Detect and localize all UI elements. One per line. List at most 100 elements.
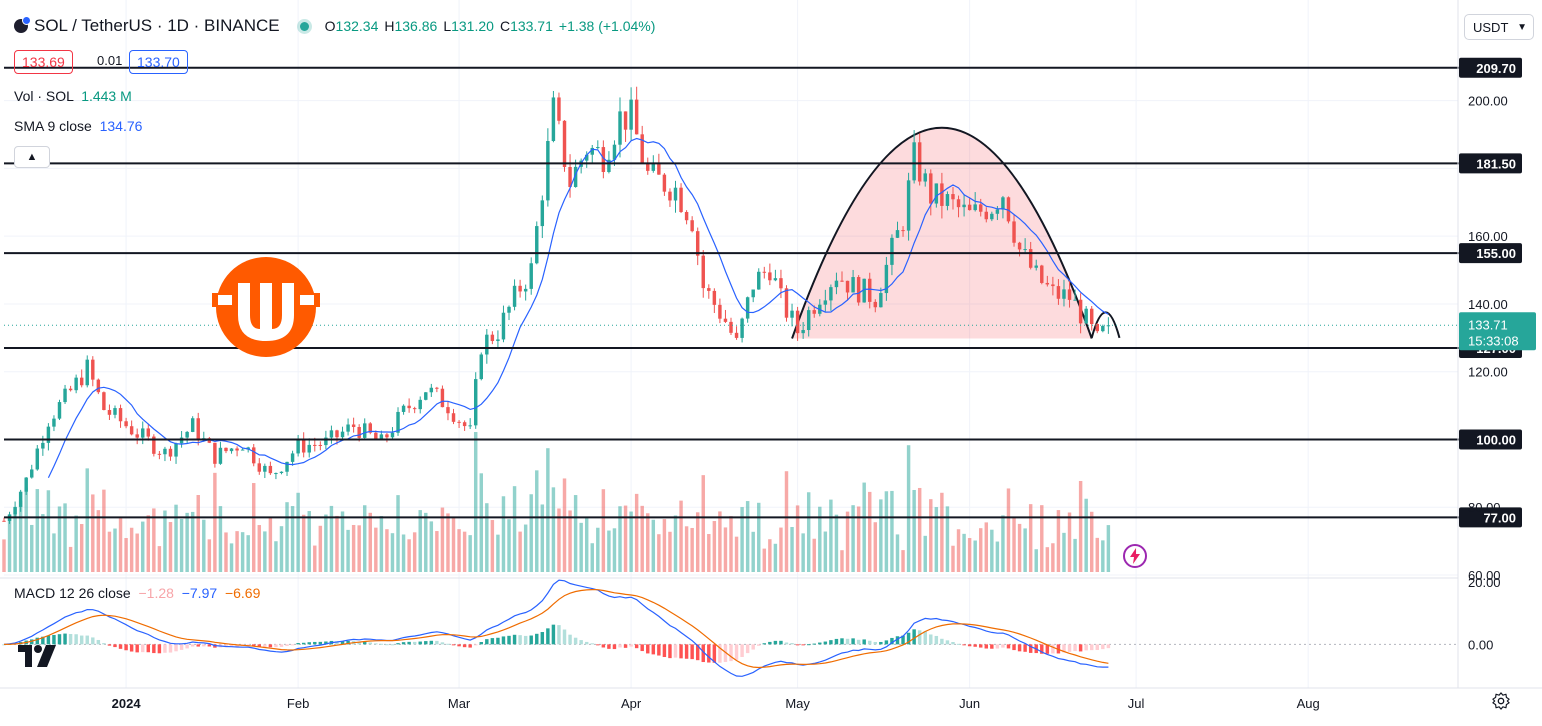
market-status-icon[interactable]	[299, 21, 309, 31]
candle-body	[568, 166, 572, 187]
candle-body	[135, 434, 139, 438]
candle-body	[407, 405, 411, 409]
macd-histogram-bar	[279, 644, 284, 647]
horizontal-levels[interactable]	[4, 66, 1460, 519]
candle-body	[68, 388, 73, 391]
time-tick-label: Mar	[448, 696, 471, 711]
macd-histogram-bar	[118, 644, 123, 649]
macd-histogram-bar	[801, 644, 805, 646]
currency-select[interactable]: USDT ▼	[1464, 14, 1534, 40]
macd-histogram-bar	[1051, 644, 1055, 654]
macd-histogram-bar	[906, 632, 911, 645]
volume-bar	[290, 506, 295, 572]
candle-body	[723, 318, 728, 322]
macd-histogram-bar	[363, 641, 367, 645]
macd-histogram-bar	[379, 643, 384, 645]
volume-bar	[235, 531, 239, 572]
macd-histogram-bar	[52, 634, 56, 645]
candle-body	[63, 388, 67, 403]
candle-body	[967, 204, 972, 211]
candle-body	[207, 438, 212, 443]
time-tick-label: Feb	[287, 696, 309, 711]
macd-histogram-bar	[829, 640, 833, 645]
sma-legend[interactable]: SMA 9 close 134.76	[14, 118, 143, 134]
macd-histogram-bar	[707, 644, 711, 663]
macd-histogram-bar	[1040, 644, 1044, 654]
candle-body	[684, 211, 689, 221]
sell-button[interactable]: 133.69	[14, 50, 73, 74]
macd-histogram-bar	[63, 633, 67, 645]
macd-histogram-bar	[1101, 644, 1105, 650]
macd-legend[interactable]: MACD 12 26 close −1.28 −7.97 −6.69	[14, 585, 261, 601]
candle-body	[390, 432, 395, 438]
change-value: +1.38 (+1.04%)	[558, 18, 656, 34]
volume-bar	[590, 543, 594, 572]
macd-histogram-bar	[1017, 644, 1022, 652]
volume-legend[interactable]: Vol · SOL 1.443 M	[14, 88, 132, 104]
volume-bar	[207, 539, 212, 572]
volume-bar	[557, 508, 561, 572]
candle-body	[573, 166, 578, 187]
macd-histogram-bar	[412, 641, 417, 645]
collapse-legend-button[interactable]: ▲	[14, 146, 50, 168]
symbol-title[interactable]: SOL / TetherUS · 1D · BINANCE	[34, 16, 280, 35]
candle-body	[91, 359, 95, 380]
candle-body	[801, 330, 805, 334]
candle-body	[890, 237, 894, 265]
volume-bar	[446, 513, 450, 572]
macd-histogram-bar	[374, 643, 378, 645]
volume-bar	[884, 491, 889, 572]
bolt-icon[interactable]	[1122, 543, 1148, 569]
volume-bar	[118, 518, 123, 572]
volume-bar	[146, 515, 151, 572]
volume-bar	[107, 531, 112, 572]
macd-histogram-bar	[712, 644, 717, 663]
candle-body	[307, 444, 311, 453]
volume-bar	[901, 550, 905, 572]
gear-icon[interactable]	[1492, 692, 1510, 710]
macd-histogram-bar	[74, 634, 78, 645]
volume-bar	[1062, 532, 1066, 572]
macd-histogram-bar	[557, 625, 561, 645]
candle-body	[751, 289, 755, 298]
candle-body	[845, 280, 850, 293]
candle-body	[862, 278, 866, 303]
candle-body	[651, 163, 656, 171]
volume-bar	[601, 489, 606, 572]
candle-body	[118, 408, 123, 422]
volume-bar	[640, 505, 644, 572]
volume-bar	[840, 550, 844, 572]
close-value: 133.71	[510, 18, 553, 34]
candle-body	[823, 300, 828, 305]
macd-histogram-bar	[107, 644, 112, 646]
volume-bar	[252, 483, 256, 572]
time-tick-label: Jun	[959, 696, 980, 711]
macd-histogram-bar	[812, 643, 816, 645]
macd-histogram-bar	[1078, 644, 1083, 652]
volume-bar	[690, 527, 694, 572]
candle-body	[113, 408, 117, 415]
volume-bar	[584, 517, 589, 572]
macd-histogram-bar	[390, 644, 395, 646]
macd-histogram-bar	[695, 644, 700, 661]
candle-body	[523, 288, 528, 292]
macd-histogram-bar	[845, 638, 850, 645]
volume-bar	[1056, 510, 1061, 572]
macd-histogram-bar	[768, 641, 772, 645]
volume-bar	[1073, 538, 1077, 572]
volume-bar	[124, 538, 128, 572]
volume-bar	[1084, 498, 1088, 572]
volume-bar	[740, 507, 744, 572]
tradingview-logo-icon[interactable]	[18, 645, 56, 667]
volume-bar	[129, 527, 134, 572]
macd-histogram-bar	[396, 643, 400, 645]
volume-bar	[723, 527, 728, 572]
volume-bar	[984, 522, 989, 572]
candle-body	[879, 293, 883, 308]
macd-histogram-bar	[168, 644, 173, 653]
candle-body	[884, 264, 889, 294]
price-tick-label: 60.00	[1468, 568, 1501, 583]
buy-button[interactable]: 133.70	[129, 50, 188, 74]
candle-body	[868, 278, 872, 302]
